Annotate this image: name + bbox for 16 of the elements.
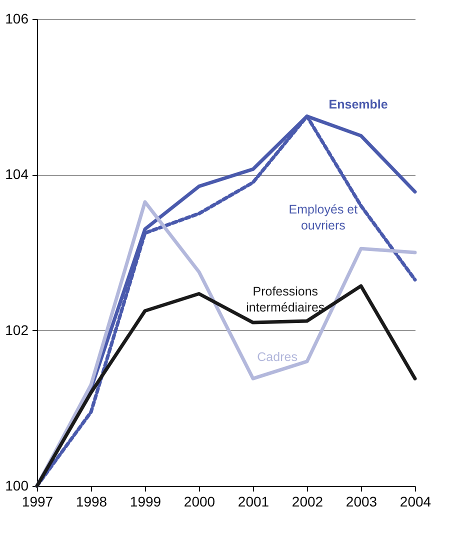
series-label: Ensemble xyxy=(328,98,388,112)
x-tick-label: 2003 xyxy=(346,494,378,510)
y-tick-label: 106 xyxy=(5,10,29,26)
x-tick-label: 1999 xyxy=(130,494,162,510)
y-tick-label: 104 xyxy=(5,166,29,182)
x-tick-label: 1997 xyxy=(22,494,54,510)
series-label: Employés et ouvriers xyxy=(288,202,358,233)
y-tick-label: 102 xyxy=(5,322,29,338)
series-label: Cadres xyxy=(257,350,298,364)
x-tick-label: 1998 xyxy=(76,494,108,510)
series-label: Professions intermédiaires xyxy=(246,284,325,314)
x-tick-label: 2004 xyxy=(400,494,432,510)
x-tick-label: 2001 xyxy=(238,494,270,510)
x-tick-label: 2000 xyxy=(184,494,216,510)
y-tick-label: 100 xyxy=(5,478,29,494)
x-tick-label: 2002 xyxy=(292,494,324,510)
